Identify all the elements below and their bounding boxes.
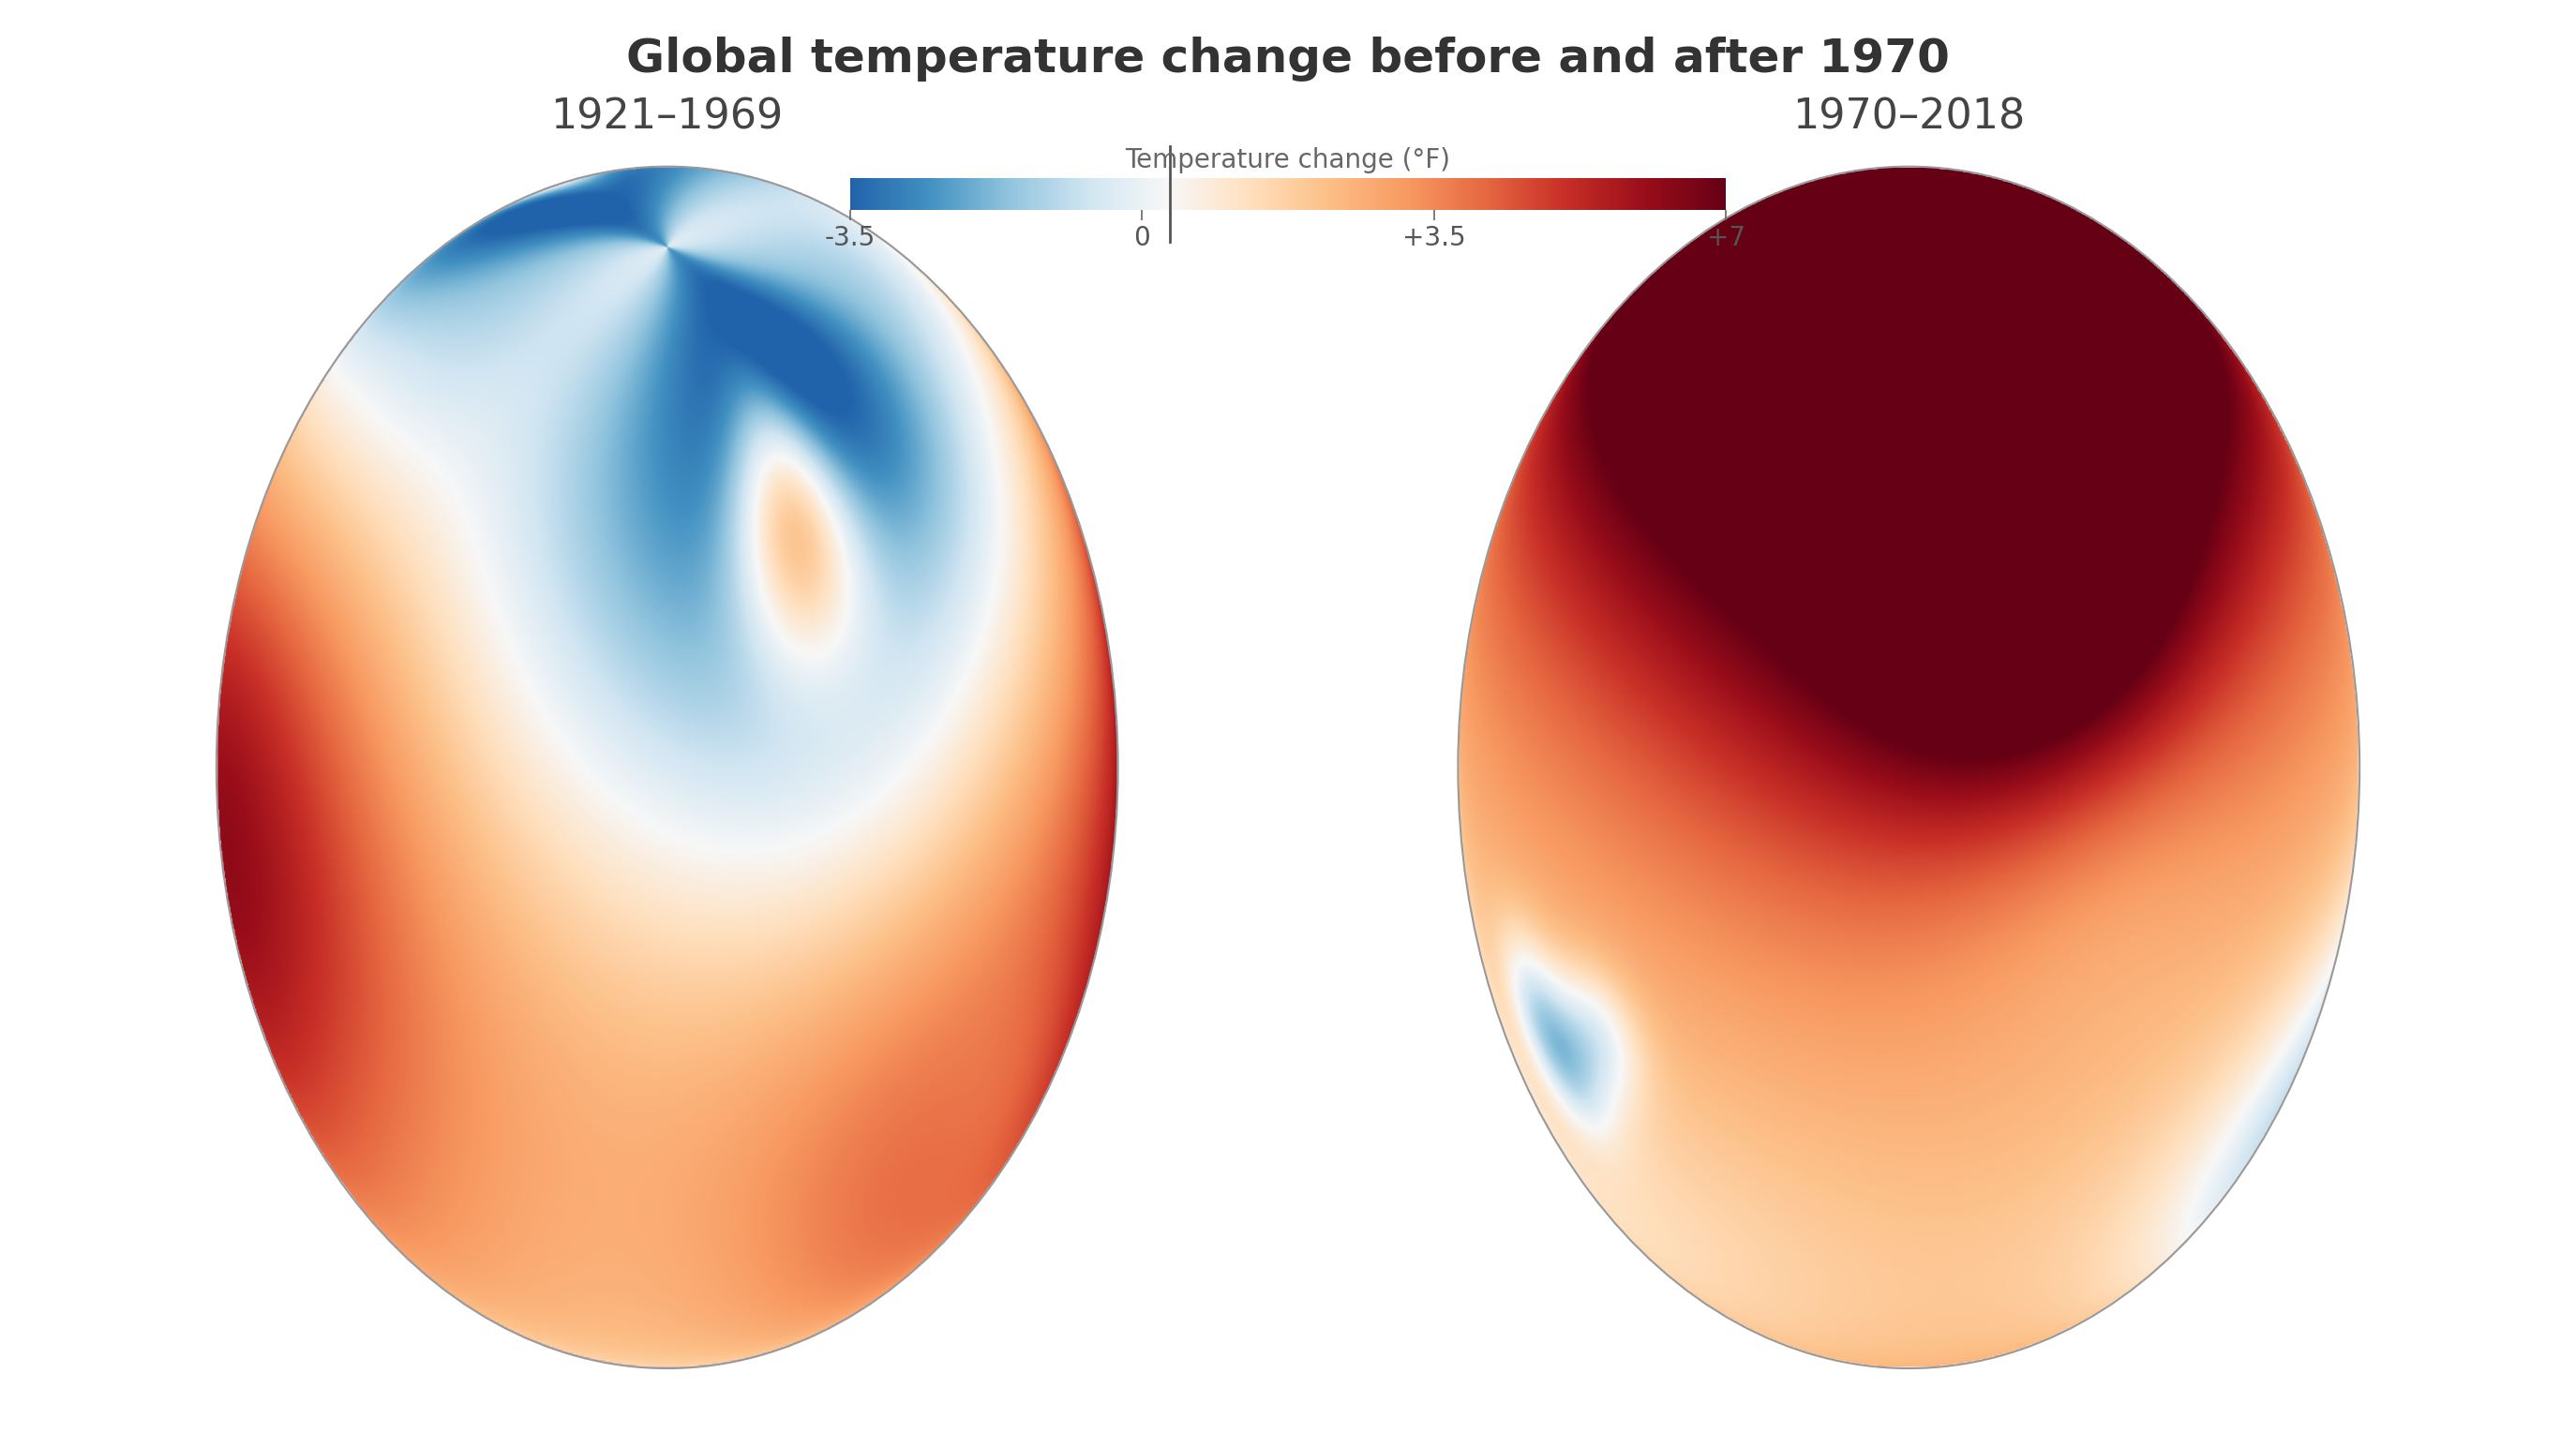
Text: 1921–1969: 1921–1969 bbox=[551, 97, 783, 138]
Title: Temperature change (°F): Temperature change (°F) bbox=[1126, 148, 1450, 174]
Text: Global temperature change before and after 1970: Global temperature change before and aft… bbox=[626, 36, 1950, 81]
Text: 1970–2018: 1970–2018 bbox=[1793, 97, 2025, 138]
